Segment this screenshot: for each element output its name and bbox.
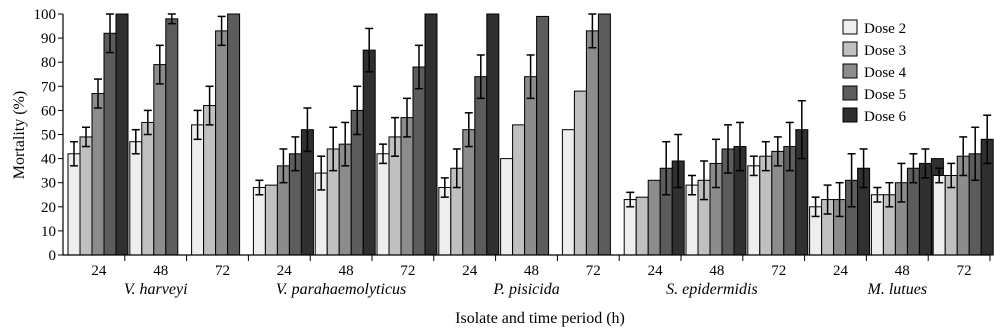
bar xyxy=(462,129,476,256)
bar xyxy=(227,13,241,256)
time-label: 24 xyxy=(648,263,664,279)
bar xyxy=(115,13,129,256)
time-label: 72 xyxy=(586,263,601,279)
y-axis-title: Mortality (%) xyxy=(11,91,28,179)
legend-label: Dose 4 xyxy=(864,65,907,81)
time-label: 72 xyxy=(400,263,415,279)
legend-swatch xyxy=(842,41,858,57)
bar xyxy=(165,18,179,256)
bar xyxy=(635,196,649,256)
y-tick-label: 0 xyxy=(49,248,57,264)
bar xyxy=(573,90,587,256)
time-label: 48 xyxy=(895,263,910,279)
bar xyxy=(561,129,575,256)
bar xyxy=(870,194,884,256)
bar xyxy=(647,179,661,256)
y-axis-ticks: 0 10 20 30 40 50 60 70 80 90 100 xyxy=(34,7,63,264)
y-tick-label: 90 xyxy=(41,31,56,47)
legend-swatch xyxy=(842,107,858,123)
bar xyxy=(512,124,526,256)
time-label: 72 xyxy=(957,263,972,279)
x-axis-labels: 24 48 72 V. harveyi 24 48 72 V. parahaemolyticu… xyxy=(91,263,971,298)
time-label: 24 xyxy=(462,263,478,279)
legend-swatch xyxy=(842,85,858,101)
y-tick-label: 20 xyxy=(41,200,56,216)
time-label: 24 xyxy=(833,263,849,279)
bar xyxy=(79,136,93,256)
time-label: 24 xyxy=(91,263,107,279)
y-tick-label: 80 xyxy=(41,55,56,71)
bar xyxy=(474,76,488,256)
y-tick-label: 30 xyxy=(41,176,56,192)
bar xyxy=(400,117,414,256)
legend-swatch xyxy=(842,19,858,35)
y-tick-label: 50 xyxy=(41,128,56,144)
bar xyxy=(376,153,390,256)
bar xyxy=(747,165,761,256)
time-label: 48 xyxy=(153,263,168,279)
legend-label: Dose 6 xyxy=(864,109,907,125)
bar xyxy=(685,184,699,256)
isolate-label: S. epidermidis xyxy=(666,281,758,298)
bar xyxy=(524,76,538,256)
bar xyxy=(424,13,438,256)
bar xyxy=(597,13,611,256)
bar xyxy=(203,105,217,256)
time-label: 24 xyxy=(277,263,293,279)
isolate-label: M. lutues xyxy=(867,281,928,298)
bar xyxy=(91,93,105,256)
bar xyxy=(362,49,376,256)
legend-swatch xyxy=(842,63,858,79)
bar xyxy=(264,184,278,256)
bar xyxy=(215,30,229,256)
bar xyxy=(932,174,946,256)
bar xyxy=(585,30,599,256)
bars xyxy=(67,13,994,256)
bar xyxy=(141,121,155,256)
y-tick-label: 60 xyxy=(41,103,56,119)
legend-label: Dose 5 xyxy=(864,87,906,103)
y-tick-label: 10 xyxy=(41,224,56,240)
axes xyxy=(62,14,991,261)
bar xyxy=(486,13,500,256)
bar xyxy=(191,124,205,256)
bar xyxy=(67,153,81,256)
legend-label: Dose 2 xyxy=(864,21,906,37)
bar xyxy=(771,150,785,256)
isolate-label: V. parahaemolyticus xyxy=(276,281,406,298)
time-label: 72 xyxy=(215,263,230,279)
legend-label: Dose 3 xyxy=(864,43,906,59)
bar xyxy=(536,15,550,256)
bar xyxy=(153,64,167,256)
time-label: 48 xyxy=(524,263,539,279)
isolate-label: P. pisicida xyxy=(492,281,559,298)
y-tick-label: 40 xyxy=(41,152,56,168)
isolate-label: V. harveyi xyxy=(124,281,188,298)
y-tick-label: 100 xyxy=(34,7,57,23)
bar xyxy=(623,199,637,256)
time-label: 48 xyxy=(339,263,354,279)
bar xyxy=(500,158,514,256)
bar xyxy=(129,141,143,256)
legend: Dose 2 Dose 3 Dose 4 Dose 5 Dose 6 xyxy=(842,19,907,125)
time-label: 72 xyxy=(771,263,786,279)
bar xyxy=(103,32,117,256)
x-axis-title: Isolate and time period (h) xyxy=(455,310,625,327)
bar xyxy=(252,187,266,256)
time-label: 48 xyxy=(709,263,724,279)
y-tick-label: 70 xyxy=(41,79,56,95)
bar xyxy=(412,66,426,256)
